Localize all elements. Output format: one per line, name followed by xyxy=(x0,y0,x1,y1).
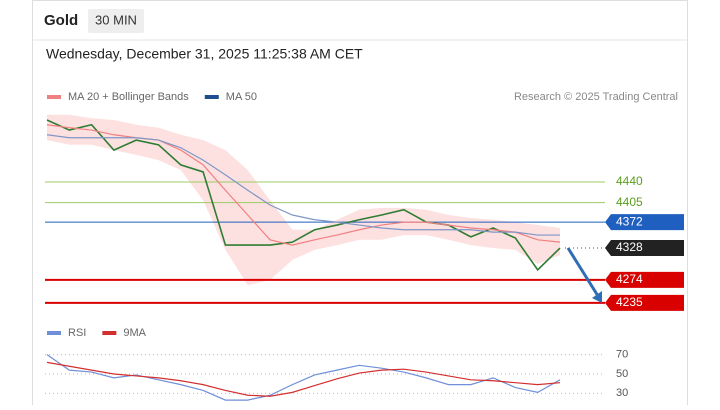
series-line xyxy=(46,134,560,236)
price-line xyxy=(46,119,561,272)
legend-label: RSI xyxy=(68,327,86,339)
legend-label: 9MA xyxy=(123,327,146,339)
card xyxy=(32,0,688,410)
level-badge xyxy=(605,271,684,288)
forecast-arrow-head xyxy=(592,291,602,303)
legend-swatch xyxy=(204,95,219,99)
level-badge xyxy=(605,214,684,231)
y-tick-label: 70 xyxy=(616,349,628,361)
instrument-title: Gold xyxy=(44,12,78,29)
bollinger-band xyxy=(47,114,560,286)
level-label: 4235 xyxy=(616,295,643,309)
level-label: 4274 xyxy=(616,272,643,286)
timeframe-chip[interactable] xyxy=(88,9,144,33)
forecast-arrow xyxy=(566,247,600,297)
legend-swatch xyxy=(102,331,117,335)
level-label: 4405 xyxy=(616,195,643,209)
legend-label: MA 20 + Bollinger Bands xyxy=(68,91,189,103)
level-label: 4328 xyxy=(616,240,643,254)
legend-label: MA 50 xyxy=(226,91,257,103)
credit: Research © 2025 Trading Central xyxy=(514,91,678,103)
y-tick-label: 50 xyxy=(616,368,628,380)
series-line xyxy=(46,361,561,397)
legend-swatch xyxy=(47,95,61,99)
y-tick-label: 30 xyxy=(616,387,628,399)
level-label: 4372 xyxy=(616,214,643,228)
timeframe[interactable]: 30 MIN xyxy=(95,12,137,27)
timestamp: Wednesday, December 31, 2025 11:25:38 AM… xyxy=(46,46,363,62)
legend-swatch xyxy=(47,331,61,335)
level-badge xyxy=(605,294,684,311)
level-label: 4440 xyxy=(616,174,643,188)
level-badge xyxy=(605,240,684,257)
